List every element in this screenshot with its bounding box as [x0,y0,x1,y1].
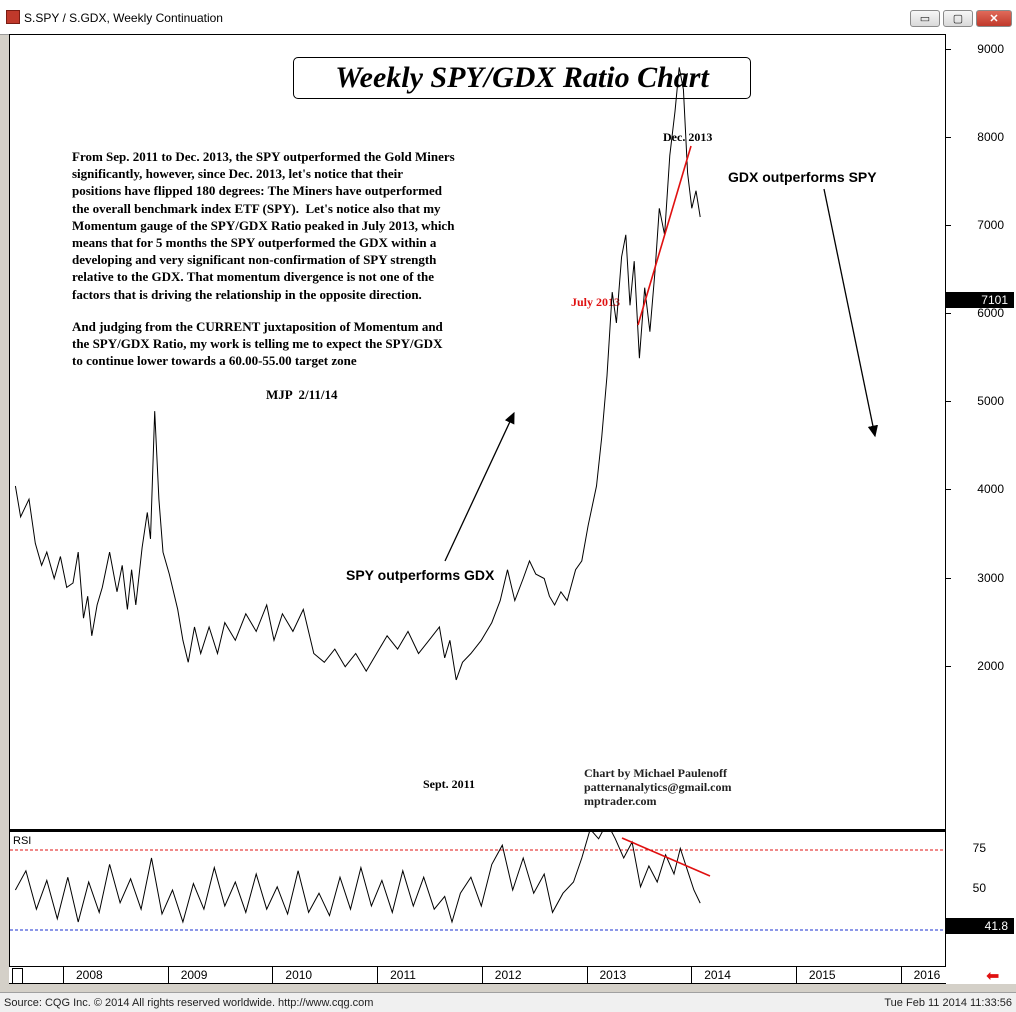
rsi-chart-svg [10,832,945,931]
rsi-line [14,832,701,924]
sept-2011-label: Sept. 2011 [423,777,476,791]
close-button[interactable]: ✕ [976,10,1012,27]
rsi-panel-label: RSI [13,835,32,847]
credit-author: Chart by Michael Paulenoff [584,766,727,780]
rsi-panel: RSI [9,830,946,967]
date-axis-tick-label: 2011 [390,968,416,982]
date-axis-tick-label: 2010 [285,968,313,982]
status-datetime: Tue Feb 11 2014 11:33:56 [884,997,1012,1009]
july-to-dec-trendline [637,145,692,326]
date-axis-tick-label: 2014 [704,968,731,982]
window-title: S.SPY / S.GDX, Weekly Continuation [24,11,223,25]
spy-outperforms-arrow [444,411,515,562]
gdx-outperforms-label: GDX outperforms SPY [728,169,877,185]
status-bar: Source: CQG Inc. © 2014 All rights reser… [0,992,1016,1012]
app-chart-icon [6,10,20,24]
date-axis-tickmark [900,967,902,983]
dec-2013-label: Dec. 2013 [663,130,713,144]
price-axis-tickmark [946,48,951,50]
price-axis-tick-label: 9000 [977,41,1004,56]
price-axis-tickmark [946,313,951,315]
last-rsi-marker: 41.8 [946,918,1014,934]
gdx-outperforms-arrow [823,188,878,438]
price-axis-tick-label: 4000 [977,482,1004,497]
window-titlebar: S.SPY / S.GDX, Weekly Continuation ▭ ▢ ✕ [0,0,1016,35]
price-axis-tick-label: 6000 [977,306,1004,321]
chart-title: Weekly SPY/GDX Ratio Chart [293,57,751,99]
date-axis-tickmark [63,967,64,983]
maximize-button[interactable]: ▢ [943,10,973,27]
signature-date: MJP 2/11/14 [266,387,338,402]
price-axis-tickmark [946,665,951,667]
date-axis-tick-label: 2009 [180,968,208,982]
date-axis-tickmark [586,967,588,983]
price-chart-svg [14,67,878,681]
date-axis-tickmark [795,967,797,983]
date-axis-corner [946,967,1016,984]
scroll-thumb[interactable] [12,968,23,984]
spy-outperforms-label: SPY outperforms GDX [346,567,495,583]
price-axis-tick-label: 3000 [977,570,1004,585]
date-axis-tick-label: 2016 [913,968,941,982]
july-2013-label: July 2013 [571,295,621,309]
date-axis-tick-label: 2013 [599,968,627,982]
commentary-paragraph-2: And judging from the CURRENT juxtapositi… [72,319,443,369]
scroll-left-arrow-icon[interactable]: ⬅ [986,968,1000,985]
credit-email: patternanalytics@gmail.com [584,780,732,794]
price-axis-tickmark [946,224,951,226]
minimize-button[interactable]: ▭ [910,10,940,27]
status-source: Source: CQG Inc. © 2014 All rights reser… [4,997,374,1009]
date-axis-tickmark [272,967,274,983]
price-axis-tick-label: 7000 [977,217,1004,232]
credit-website: mptrader.com [584,794,657,808]
rsi-axis-tick-label: 50 [972,881,986,895]
date-axis-tickmark [377,967,379,983]
date-axis-tickmark [691,967,693,983]
last-price-marker: 7101 [946,292,1014,308]
rsi-axis-tick-label: 75 [972,841,986,855]
date-axis-tickmark [481,967,483,983]
price-axis-tick-label: 2000 [977,658,1004,673]
price-axis-tick-label: 8000 [977,129,1004,144]
price-axis-tick-label: 5000 [977,394,1004,409]
price-axis-tickmark [946,136,951,138]
commentary-paragraph-1: From Sep. 2011 to Dec. 2013, the SPY out… [72,149,455,302]
rsi-divergence-line [621,837,711,877]
date-axis-tickmark [167,967,169,983]
spy-gdx-ratio-line [14,67,701,681]
date-axis-tick-label: 2012 [494,968,522,982]
price-axis-tickmark [946,577,951,579]
date-axis: 2008 2009 2010 2011 2012 2013 2014 2015 2016 [9,967,946,984]
date-axis-tick-label: 2008 [76,968,103,982]
date-axis-tick-label: 2015 [808,968,836,982]
price-chart-panel: Weekly SPY/GDX Ratio Chart From Sep. 201… [9,34,946,830]
price-axis-tickmark [946,401,951,403]
price-axis-tickmark [946,489,951,491]
right-price-axis: 1000090008000700060005000400030002000755… [946,34,1016,967]
